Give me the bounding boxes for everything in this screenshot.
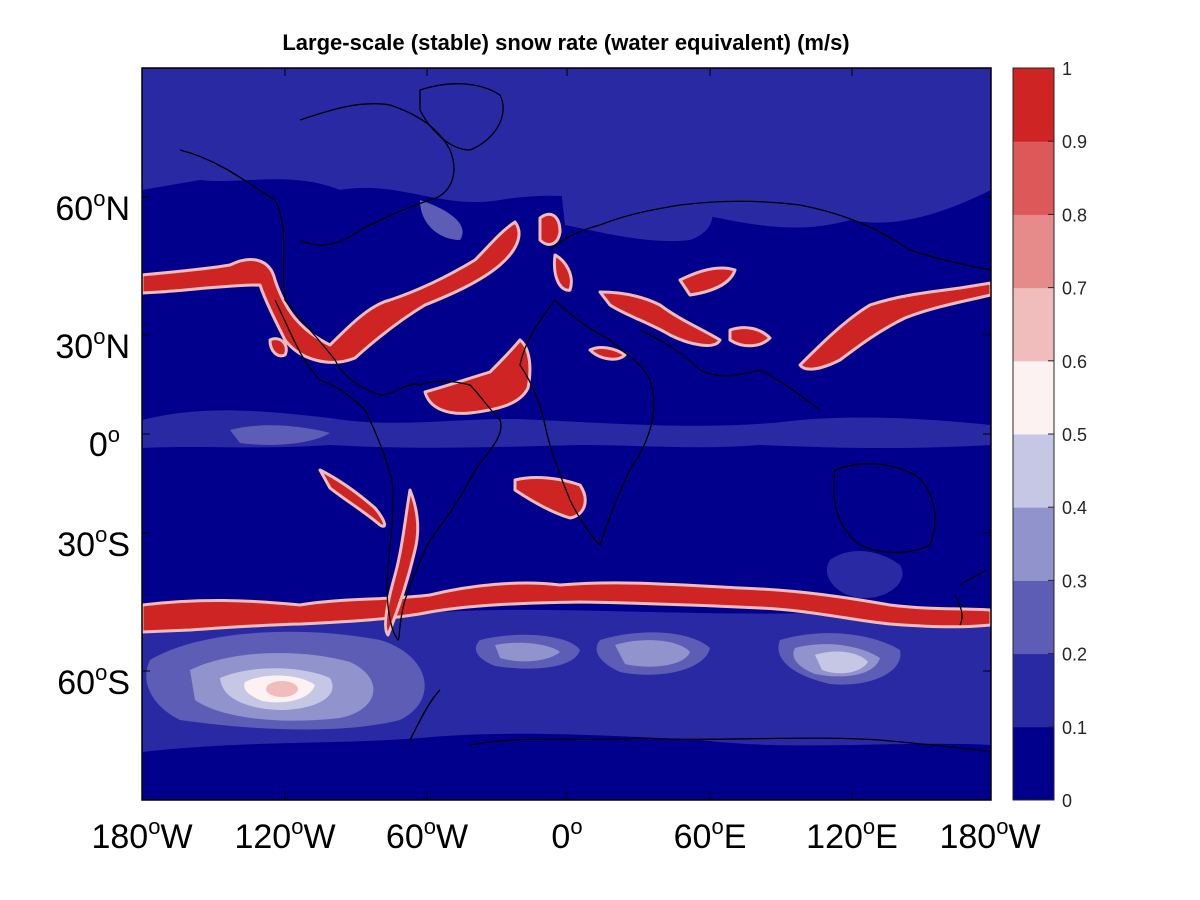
coastlines: [179, 83, 991, 753]
colorbar-tick-label: 0.1: [1062, 718, 1087, 738]
colorbar-tick-label: 0.6: [1062, 352, 1087, 372]
x-tick-label-180W-right: 180oW: [939, 814, 1040, 856]
x-tick-label-0: 0o: [551, 814, 582, 856]
colorbar-segment-0: [1013, 726, 1054, 801]
colorbar-tick-label: 0.5: [1062, 425, 1087, 445]
contour-band-0.9: [142, 212, 991, 637]
x-tick-label-60E: 60oE: [674, 814, 747, 856]
colorbar-segment-0.6: [1013, 287, 1054, 362]
y-tick-label-60N: 60oN: [55, 186, 130, 228]
colorbar-tick-label: 1: [1062, 59, 1072, 79]
colorbar-ticks: 1 0.9 0.8 0.7 0.6 0.5 0.4 0.3 0.2 0.1 0: [1048, 59, 1087, 811]
colorbar-segment-0.8: [1013, 141, 1054, 215]
x-tick-label-60W: 60oW: [386, 814, 468, 856]
colorbar-tick-label: 0: [1062, 791, 1072, 811]
y-tick-label-0: 0o: [89, 422, 120, 464]
x-tick-label-120W: 120oW: [234, 814, 335, 856]
x-tick-label-120E: 120oE: [806, 814, 898, 856]
colorbar-segment-0.9: [1013, 68, 1054, 142]
colorbar-segment-0.2: [1013, 580, 1054, 655]
colorbar-segment-0.3: [1013, 507, 1054, 581]
x-tick-label-180W: 180oW: [91, 814, 192, 856]
chart-title: Large-scale (stable) snow rate (water eq…: [282, 30, 849, 55]
x-tick-marks: [141, 68, 992, 800]
colorbar-tick-label: 0.2: [1062, 645, 1087, 665]
y-tick-label-60S: 60oS: [57, 660, 130, 702]
y-tick-marks: [142, 196, 991, 672]
x-tick-labels: 180oW 120oW 60oW 0o 60oE 120oE 180oW: [91, 814, 1040, 856]
colorbar-segment-0.7: [1013, 214, 1054, 289]
map-plot-area: [142, 68, 991, 800]
colorbar-tick-label: 0.8: [1062, 205, 1087, 225]
y-tick-labels: 60oN 30oN 0o 30oS 60oS: [55, 186, 130, 702]
colorbar-segment-0.4: [1013, 434, 1054, 508]
colorbar: [1013, 68, 1054, 801]
contour-band-0.6: [266, 681, 298, 697]
colorbar-segment-0.5: [1013, 360, 1054, 435]
colorbar-tick-label: 0.3: [1062, 571, 1087, 591]
colorbar-tick-label: 0.9: [1062, 132, 1087, 152]
colorbar-tick-label: 0.4: [1062, 498, 1087, 518]
y-tick-label-30N: 30oN: [55, 324, 130, 366]
colorbar-segment-0.1: [1013, 653, 1054, 728]
colorbar-tick-label: 0.7: [1062, 279, 1087, 299]
y-tick-label-30S: 30oS: [57, 522, 130, 564]
